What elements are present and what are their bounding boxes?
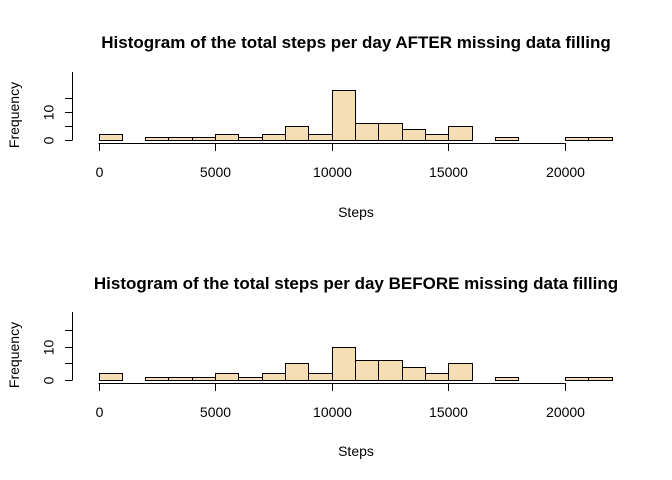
histogram-bar — [332, 347, 356, 381]
x-tick-label: 15000 — [429, 164, 468, 180]
histogram-bar — [495, 377, 519, 381]
histogram-bar — [448, 363, 473, 381]
histogram-bar — [145, 137, 169, 141]
histogram-bar — [262, 134, 286, 141]
chart-title: Histogram of the total steps per day AFT… — [101, 33, 610, 52]
histogram-bar — [355, 360, 379, 381]
histogram-bar — [425, 134, 449, 141]
histogram-bar — [168, 377, 193, 381]
histogram-after-panel: Histogram of the total steps per day AFT… — [6, 33, 613, 220]
histogram-bar — [588, 137, 613, 141]
x-axis-label: Steps — [338, 204, 374, 220]
x-axis-label: Steps — [338, 443, 374, 459]
histogram-bar — [565, 377, 589, 381]
histogram-bar — [378, 360, 403, 381]
histogram-bar — [99, 134, 123, 141]
histogram-bar — [588, 377, 613, 381]
histogram-bar — [262, 373, 286, 381]
histogram-bar — [355, 123, 379, 141]
y-axis-label: Frequency — [6, 322, 22, 388]
histogram-bar — [215, 373, 239, 381]
y-tick-label: 0 — [41, 376, 57, 384]
histogram-bar — [402, 129, 426, 141]
x-tick-label: 15000 — [429, 404, 468, 420]
histogram-bar — [99, 373, 123, 381]
y-tick-label: 10 — [41, 105, 57, 121]
y-tick-label: 0 — [41, 136, 57, 144]
histogram-bar — [168, 137, 193, 141]
histogram-bar — [378, 123, 403, 141]
histogram-bar — [495, 137, 519, 141]
histogram-bar — [448, 126, 473, 141]
x-tick-label: 20000 — [546, 404, 585, 420]
histogram-bar — [308, 373, 333, 381]
x-tick-label: 10000 — [313, 164, 352, 180]
histogram-bar — [285, 363, 309, 381]
chart-title: Histogram of the total steps per day BEF… — [94, 274, 618, 293]
histogram-bar — [192, 137, 216, 141]
histogram-bar — [238, 137, 263, 141]
histogram-bar — [192, 377, 216, 381]
x-tick-label: 20000 — [546, 164, 585, 180]
histogram-bar — [402, 367, 426, 381]
histogram-bar — [215, 134, 239, 141]
histogram-bar — [308, 134, 333, 141]
histogram-bar — [238, 377, 263, 381]
histogram-before-panel: Histogram of the total steps per day BEF… — [6, 274, 618, 459]
histogram-bar — [285, 126, 309, 141]
x-tick-label: 0 — [96, 404, 104, 420]
x-tick-label: 5000 — [200, 404, 231, 420]
y-tick-label: 10 — [41, 340, 57, 356]
x-tick-label: 5000 — [200, 164, 231, 180]
x-tick-label: 0 — [96, 164, 104, 180]
y-axis-label: Frequency — [6, 82, 22, 148]
histogram-bar — [145, 377, 169, 381]
histogram-bar — [425, 373, 449, 381]
x-tick-label: 10000 — [313, 404, 352, 420]
histogram-bar — [565, 137, 589, 141]
histogram-bar — [332, 90, 356, 141]
